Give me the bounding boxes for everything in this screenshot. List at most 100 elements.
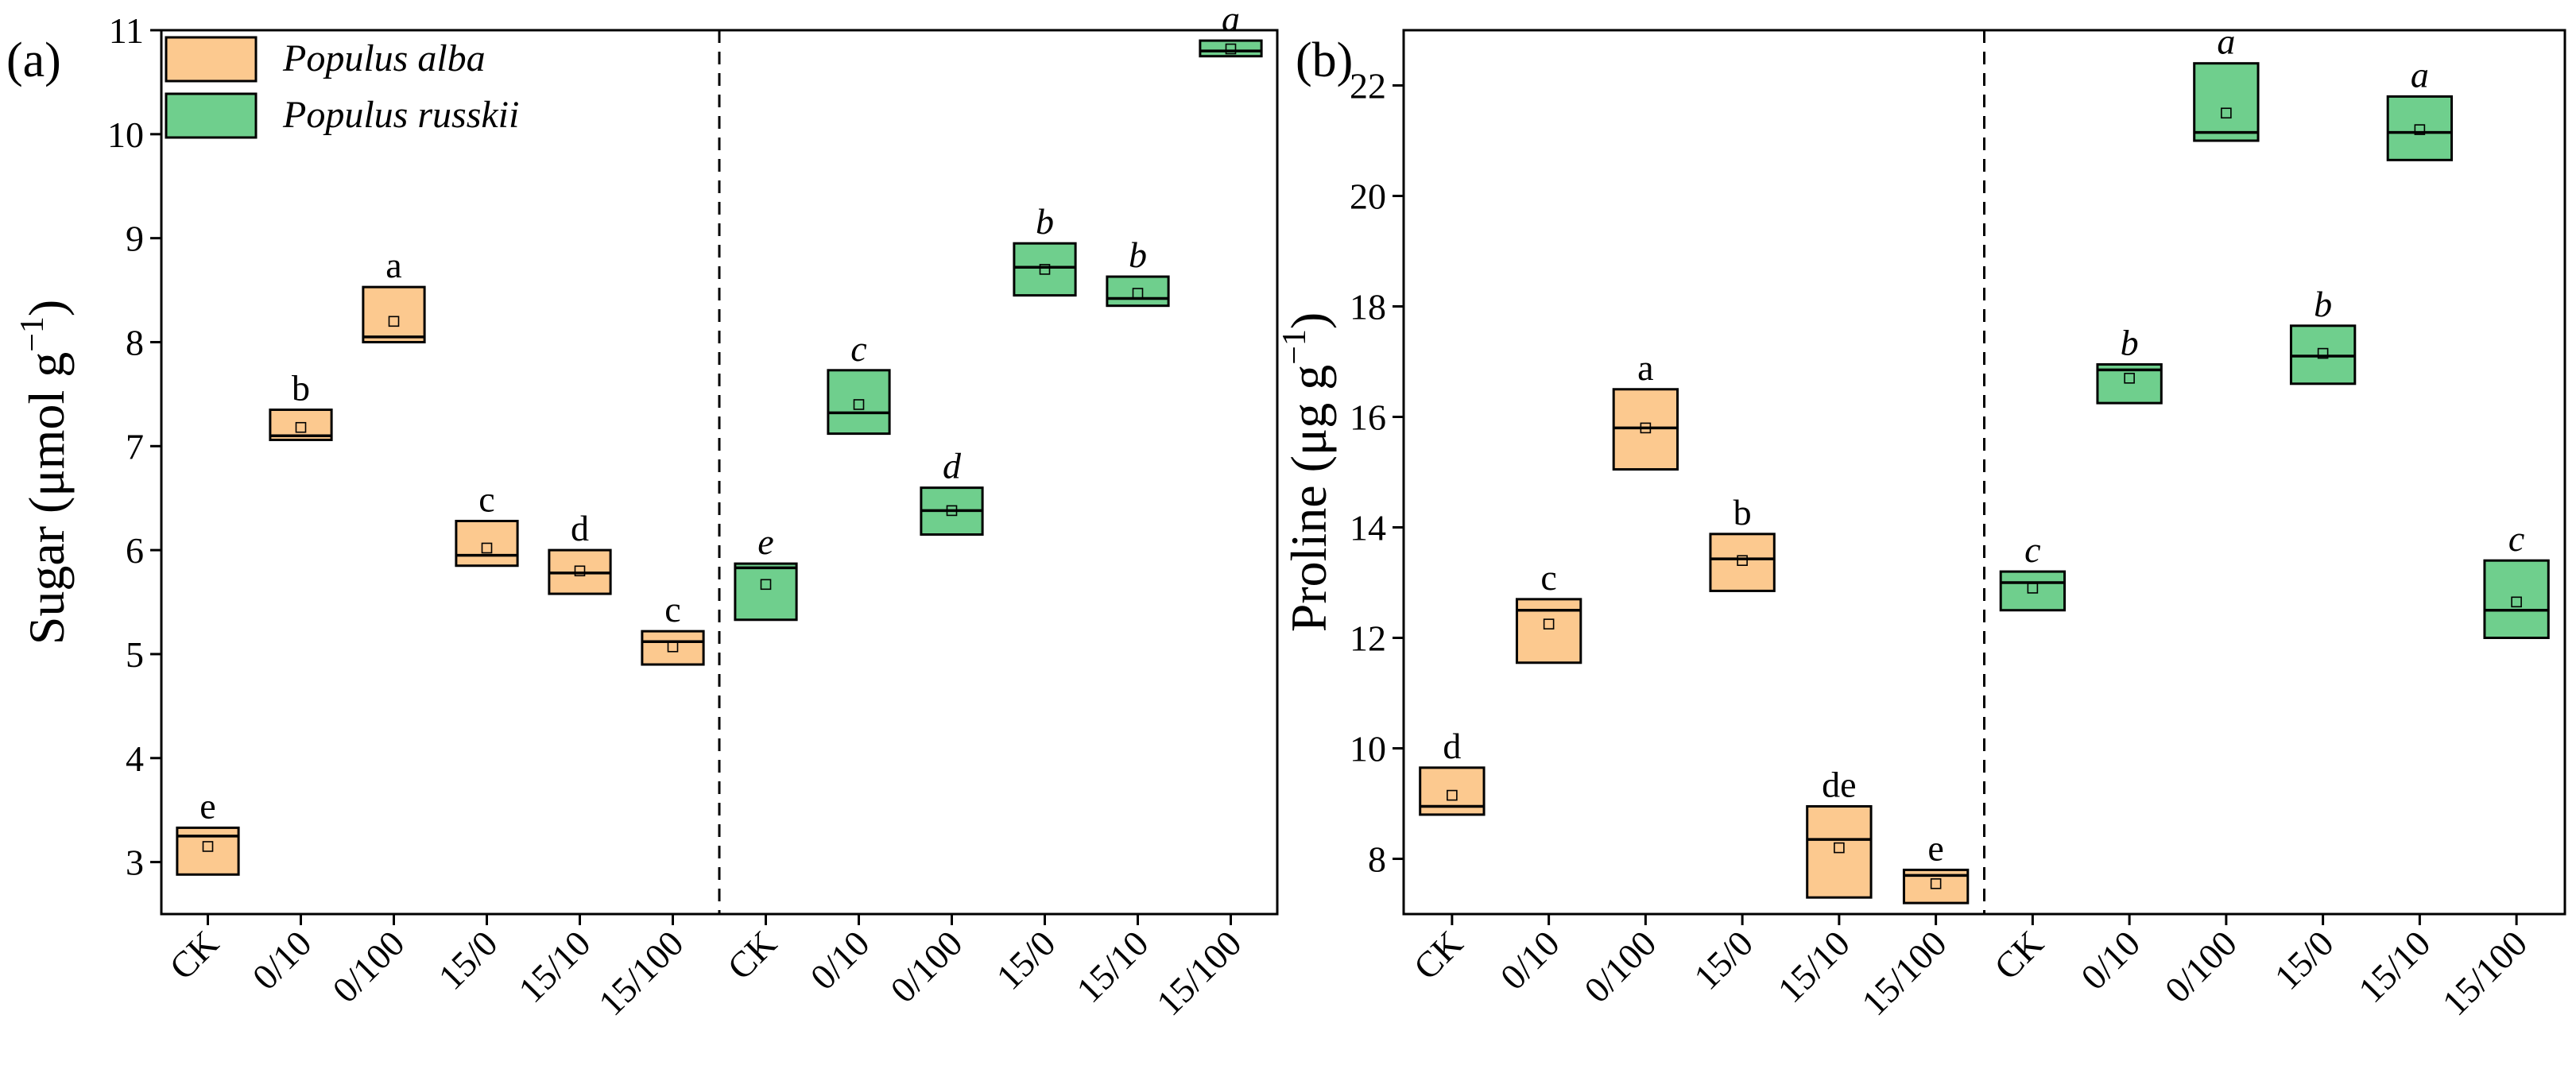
x-tick-label: 15/10 (2350, 923, 2438, 1010)
y-tick-label: 16 (1350, 397, 1386, 438)
y-axis-label-text: Proline (μg g (1280, 365, 1337, 633)
significance-letter: a (2217, 21, 2235, 62)
legend-label-alba: Populus alba (282, 37, 486, 79)
box-mean-marker (853, 399, 865, 410)
significance-letter: b (2121, 322, 2139, 362)
significance-letter: e (1927, 827, 1943, 868)
significance-letter: b (292, 368, 310, 409)
box-mean-marker (574, 565, 586, 577)
significance-letter: d (1443, 726, 1461, 766)
box-mean-marker (1447, 789, 1458, 801)
box-alba-0/100: a (362, 245, 426, 343)
y-tick-label: 5 (126, 634, 144, 675)
box-alba-15/10: d (548, 508, 612, 595)
x-tick-label: 15/10 (1770, 923, 1857, 1010)
box-body (734, 562, 798, 622)
box-russkii-0/10: c (827, 328, 891, 436)
box-mean-marker (1640, 422, 1652, 434)
box-body (362, 285, 426, 343)
y-tick-label: 18 (1350, 287, 1386, 327)
box-body (2483, 559, 2550, 640)
box-russkii-15/10: a (2386, 54, 2454, 161)
x-tick-label: 15/10 (1068, 923, 1156, 1010)
y-tick-label: 10 (1350, 729, 1386, 769)
box-mean-marker (2124, 373, 2135, 384)
x-tick-label: 15/0 (989, 923, 1063, 998)
significance-letter: c (478, 478, 494, 519)
y-tick-label: 6 (126, 530, 144, 571)
box-mean-marker (1737, 555, 1748, 567)
x-tick-label: CK (1406, 923, 1470, 987)
box-russkii-15/0: b (1013, 201, 1077, 297)
box-body (827, 369, 891, 436)
box-mean-marker (760, 579, 772, 591)
x-tick-label: 15/100 (1149, 923, 1249, 1023)
significance-letter: c (2508, 518, 2524, 559)
box-russkii-CK: c (1999, 529, 2067, 612)
y-axis-label-superscript: −1 (1276, 329, 1313, 365)
significance-letter: d (943, 446, 962, 486)
y-axis-label-superscript: −1 (14, 316, 51, 352)
x-tick-label: 0/100 (324, 923, 412, 1010)
y-tick-label: 11 (109, 10, 144, 51)
y-tick-label: 7 (126, 426, 144, 467)
y-tick-label: 3 (126, 843, 144, 883)
significance-letter: c (1540, 557, 1556, 598)
box-mean-marker (2027, 583, 2039, 594)
y-tick-label: 12 (1350, 618, 1386, 659)
y-tick-label: 10 (107, 114, 144, 155)
x-tick-label: CK (1986, 923, 2051, 987)
box-body (1709, 533, 1776, 592)
x-tick-label: 15/100 (1854, 923, 1954, 1023)
y-axis-label-close: ) (18, 300, 75, 316)
y-tick-label: 9 (126, 219, 144, 259)
box-body (1999, 570, 2067, 612)
x-tick-label: 0/10 (1493, 923, 1567, 998)
box-body (1106, 275, 1170, 308)
x-tick-label: 15/100 (2435, 923, 2535, 1023)
x-tick-label: 15/0 (431, 923, 506, 998)
chart-panel-a: 3 4 5 6 7 8 9 10 11 Sugar (μmol g−1) (a) e CK b 0/10 a 0… (6, 0, 1279, 1023)
box-russkii-15/100: a (1199, 0, 1263, 58)
box-mean-marker (481, 542, 493, 554)
box-russkii-15/10: b (1106, 234, 1170, 308)
y-tick-label: 8 (126, 322, 144, 362)
legend: Populus alba Populus russkii (165, 36, 519, 139)
y-axis-label-close: ) (1280, 312, 1337, 329)
box-mean-marker (667, 641, 679, 653)
box-body (2193, 62, 2260, 142)
significance-letter: a (2411, 54, 2429, 95)
legend-swatch-alba (165, 36, 258, 83)
box-russkii-15/0: b (2289, 284, 2357, 385)
box-russkii-0/10: b (2096, 322, 2163, 405)
y-axis-label: Sugar (μmol g−1) (14, 300, 75, 645)
x-tick-label: 15/0 (2267, 923, 2342, 998)
panel-label: (a) (6, 33, 61, 87)
box-alba-15/100: c (641, 589, 705, 666)
box-russkii-CK: e (734, 521, 798, 622)
box-mean-marker (1225, 43, 1237, 55)
x-tick-label: 0/10 (245, 923, 320, 998)
box-mean-marker (1039, 264, 1051, 275)
box-mean-marker (202, 841, 214, 852)
box-mean-marker (1834, 842, 1845, 854)
significance-letter: c (850, 328, 866, 369)
legend-swatch-russkii (165, 92, 258, 139)
y-tick-label: 8 (1368, 839, 1386, 880)
significance-letter: b (1036, 201, 1054, 242)
box-body (1013, 242, 1077, 297)
significance-letter: e (757, 521, 773, 562)
y-axis-label: Proline (μg g−1) (1276, 312, 1337, 633)
x-tick-label: CK (161, 923, 226, 987)
box-mean-marker (2317, 347, 2329, 359)
box-mean-marker (295, 421, 307, 433)
box-alba-0/10: c (1515, 557, 1582, 664)
box-alba-15/0: b (1709, 492, 1776, 592)
box-mean-marker (946, 505, 958, 517)
y-tick-label: 22 (1350, 66, 1386, 107)
box-mean-marker (1930, 877, 1942, 889)
significance-letter: a (1637, 347, 1653, 388)
significance-letter: e (199, 785, 215, 826)
box-mean-marker (2221, 107, 2232, 119)
